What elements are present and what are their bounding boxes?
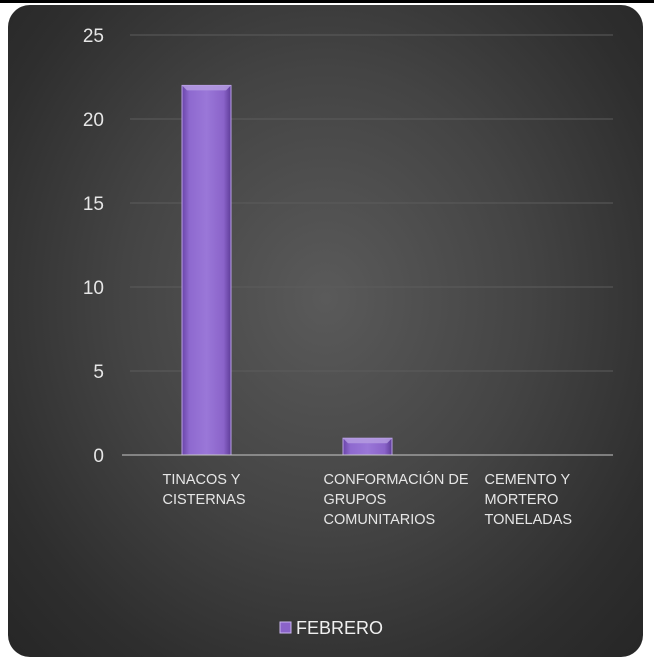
legend-swatch [279, 621, 292, 634]
bar-group [181, 84, 232, 456]
y-axis-ticks: 0 5 10 15 20 25 [83, 26, 104, 467]
x-axis-categories: TINACOS Y CISTERNAS CONFORMACIÓN DE GRUPOS C… [163, 471, 573, 528]
y-tick-label: 0 [93, 446, 104, 467]
chart-frame: 0 5 10 15 20 25 TINACOS Y CISTERNAS CONFORMACIÓ… [8, 5, 643, 657]
category-label: COMUNITARIOS [324, 512, 436, 528]
category-label: TINACOS Y [163, 472, 241, 488]
y-tick-label: 15 [83, 194, 104, 215]
category-label: TONELADAS [485, 512, 573, 528]
bars [181, 84, 393, 456]
y-tick-label: 5 [93, 362, 104, 383]
legend-label: FEBRERO [296, 618, 383, 638]
bar-bevel [182, 85, 231, 91]
top-border-line [0, 0, 654, 3]
y-tick-label: 25 [83, 26, 104, 47]
y-tick-label: 20 [83, 110, 104, 131]
category-label: GRUPOS [324, 492, 387, 508]
category-label: CISTERNAS [163, 492, 246, 508]
bar-bevel [343, 438, 392, 444]
category-label: MORTERO [485, 492, 559, 508]
bar [181, 84, 232, 456]
category-label: CEMENTO Y [485, 472, 571, 488]
y-tick-label: 10 [83, 278, 104, 299]
bar-chart: 0 5 10 15 20 25 TINACOS Y CISTERNAS CONFORMACIÓ… [83, 26, 613, 638]
category-label: CONFORMACIÓN DE [324, 471, 469, 488]
legend: FEBRERO [279, 618, 383, 638]
bar-group [342, 437, 393, 456]
